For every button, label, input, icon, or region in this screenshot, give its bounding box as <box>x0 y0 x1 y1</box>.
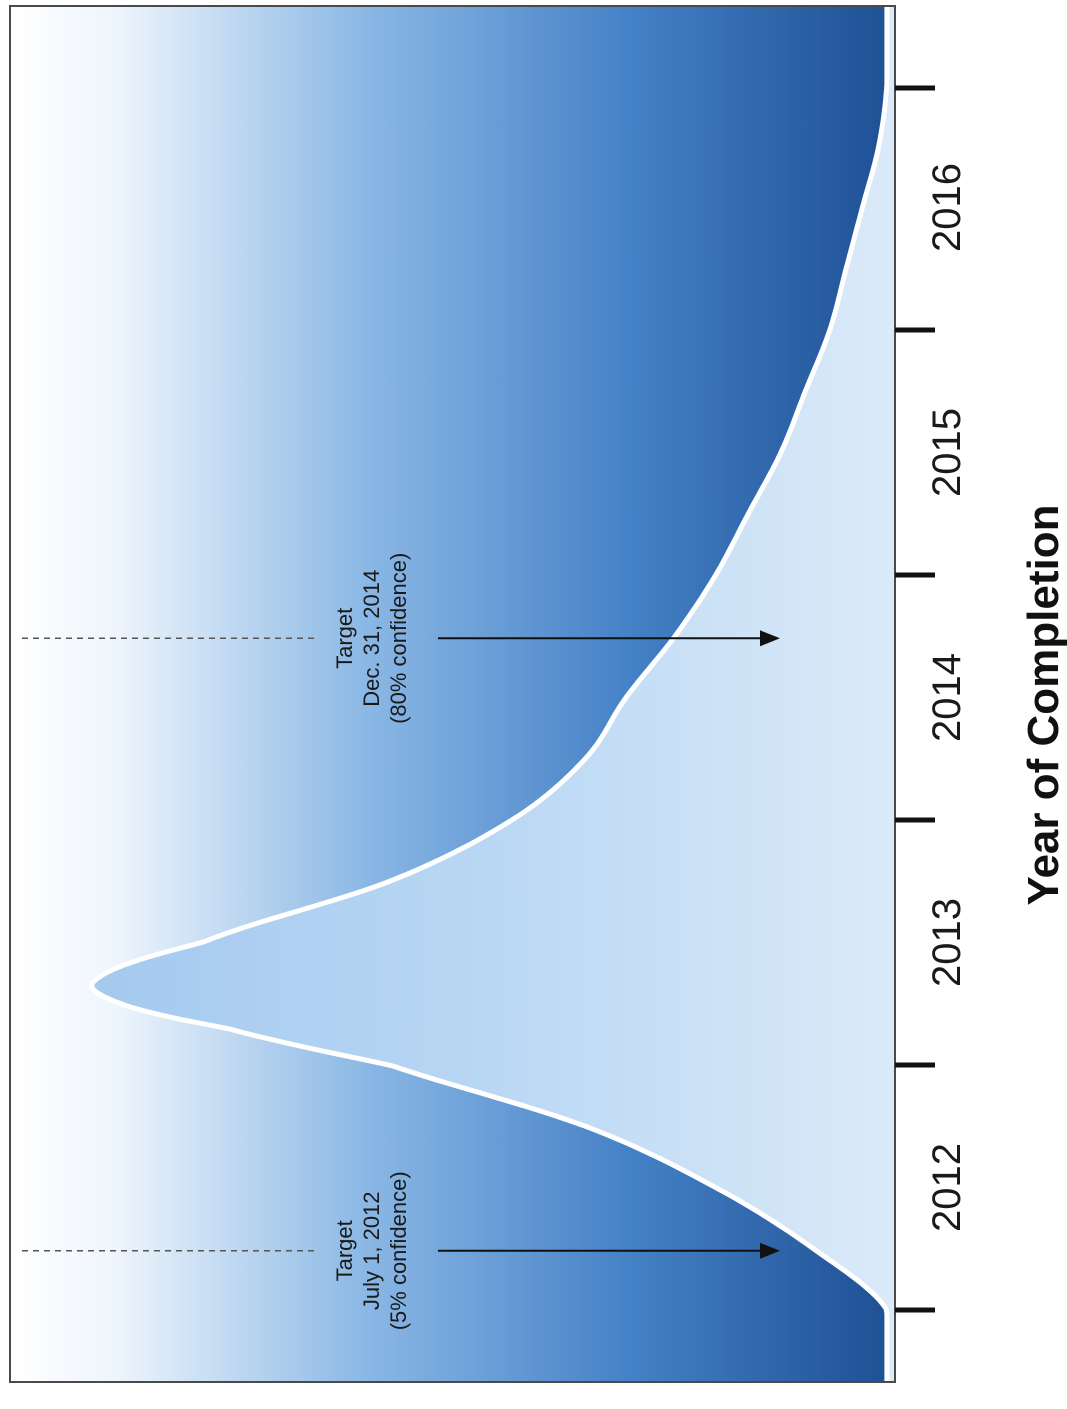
distribution-curve <box>89 6 896 1382</box>
annotation-text: TargetDec. 31, 2014(80% confidence) <box>332 553 411 724</box>
annotation-text-line: (80% confidence) <box>386 553 411 724</box>
annotations: TargetJuly 1, 2012(5% confidence)TargetD… <box>22 553 780 1330</box>
annotation-text-line: Target <box>332 1220 357 1281</box>
curve-area <box>91 6 896 1382</box>
x-tick-label: 2015 <box>925 408 969 497</box>
annotation-text-line: July 1, 2012 <box>359 1191 384 1310</box>
x-tick-label: 2012 <box>925 1143 969 1232</box>
annotation-text: TargetJuly 1, 2012(5% confidence) <box>332 1171 411 1330</box>
annotation-1: TargetJuly 1, 2012(5% confidence) <box>22 1171 780 1330</box>
x-axis: 2012 2013 2014 2015 2016 <box>895 85 969 1313</box>
x-axis-title-group: Year of Completion <box>1019 505 1067 906</box>
x-tick-label: 2016 <box>925 163 969 252</box>
annotation-text-line: Dec. 31, 2014 <box>359 570 384 707</box>
annotation-arrowhead <box>760 1242 780 1259</box>
annotation-text-line: Target <box>332 608 357 669</box>
annotation-text-line: (5% confidence) <box>386 1171 411 1330</box>
curve-line <box>89 6 890 1382</box>
x-tick-label: 2014 <box>925 653 969 742</box>
annotation-2: TargetDec. 31, 2014(80% confidence) <box>22 553 780 724</box>
plot-border <box>9 5 896 1383</box>
x-tick-label: 2013 <box>925 898 969 987</box>
annotation-arrowhead <box>760 630 780 647</box>
x-axis-title: Year of Completion <box>1019 505 1067 906</box>
